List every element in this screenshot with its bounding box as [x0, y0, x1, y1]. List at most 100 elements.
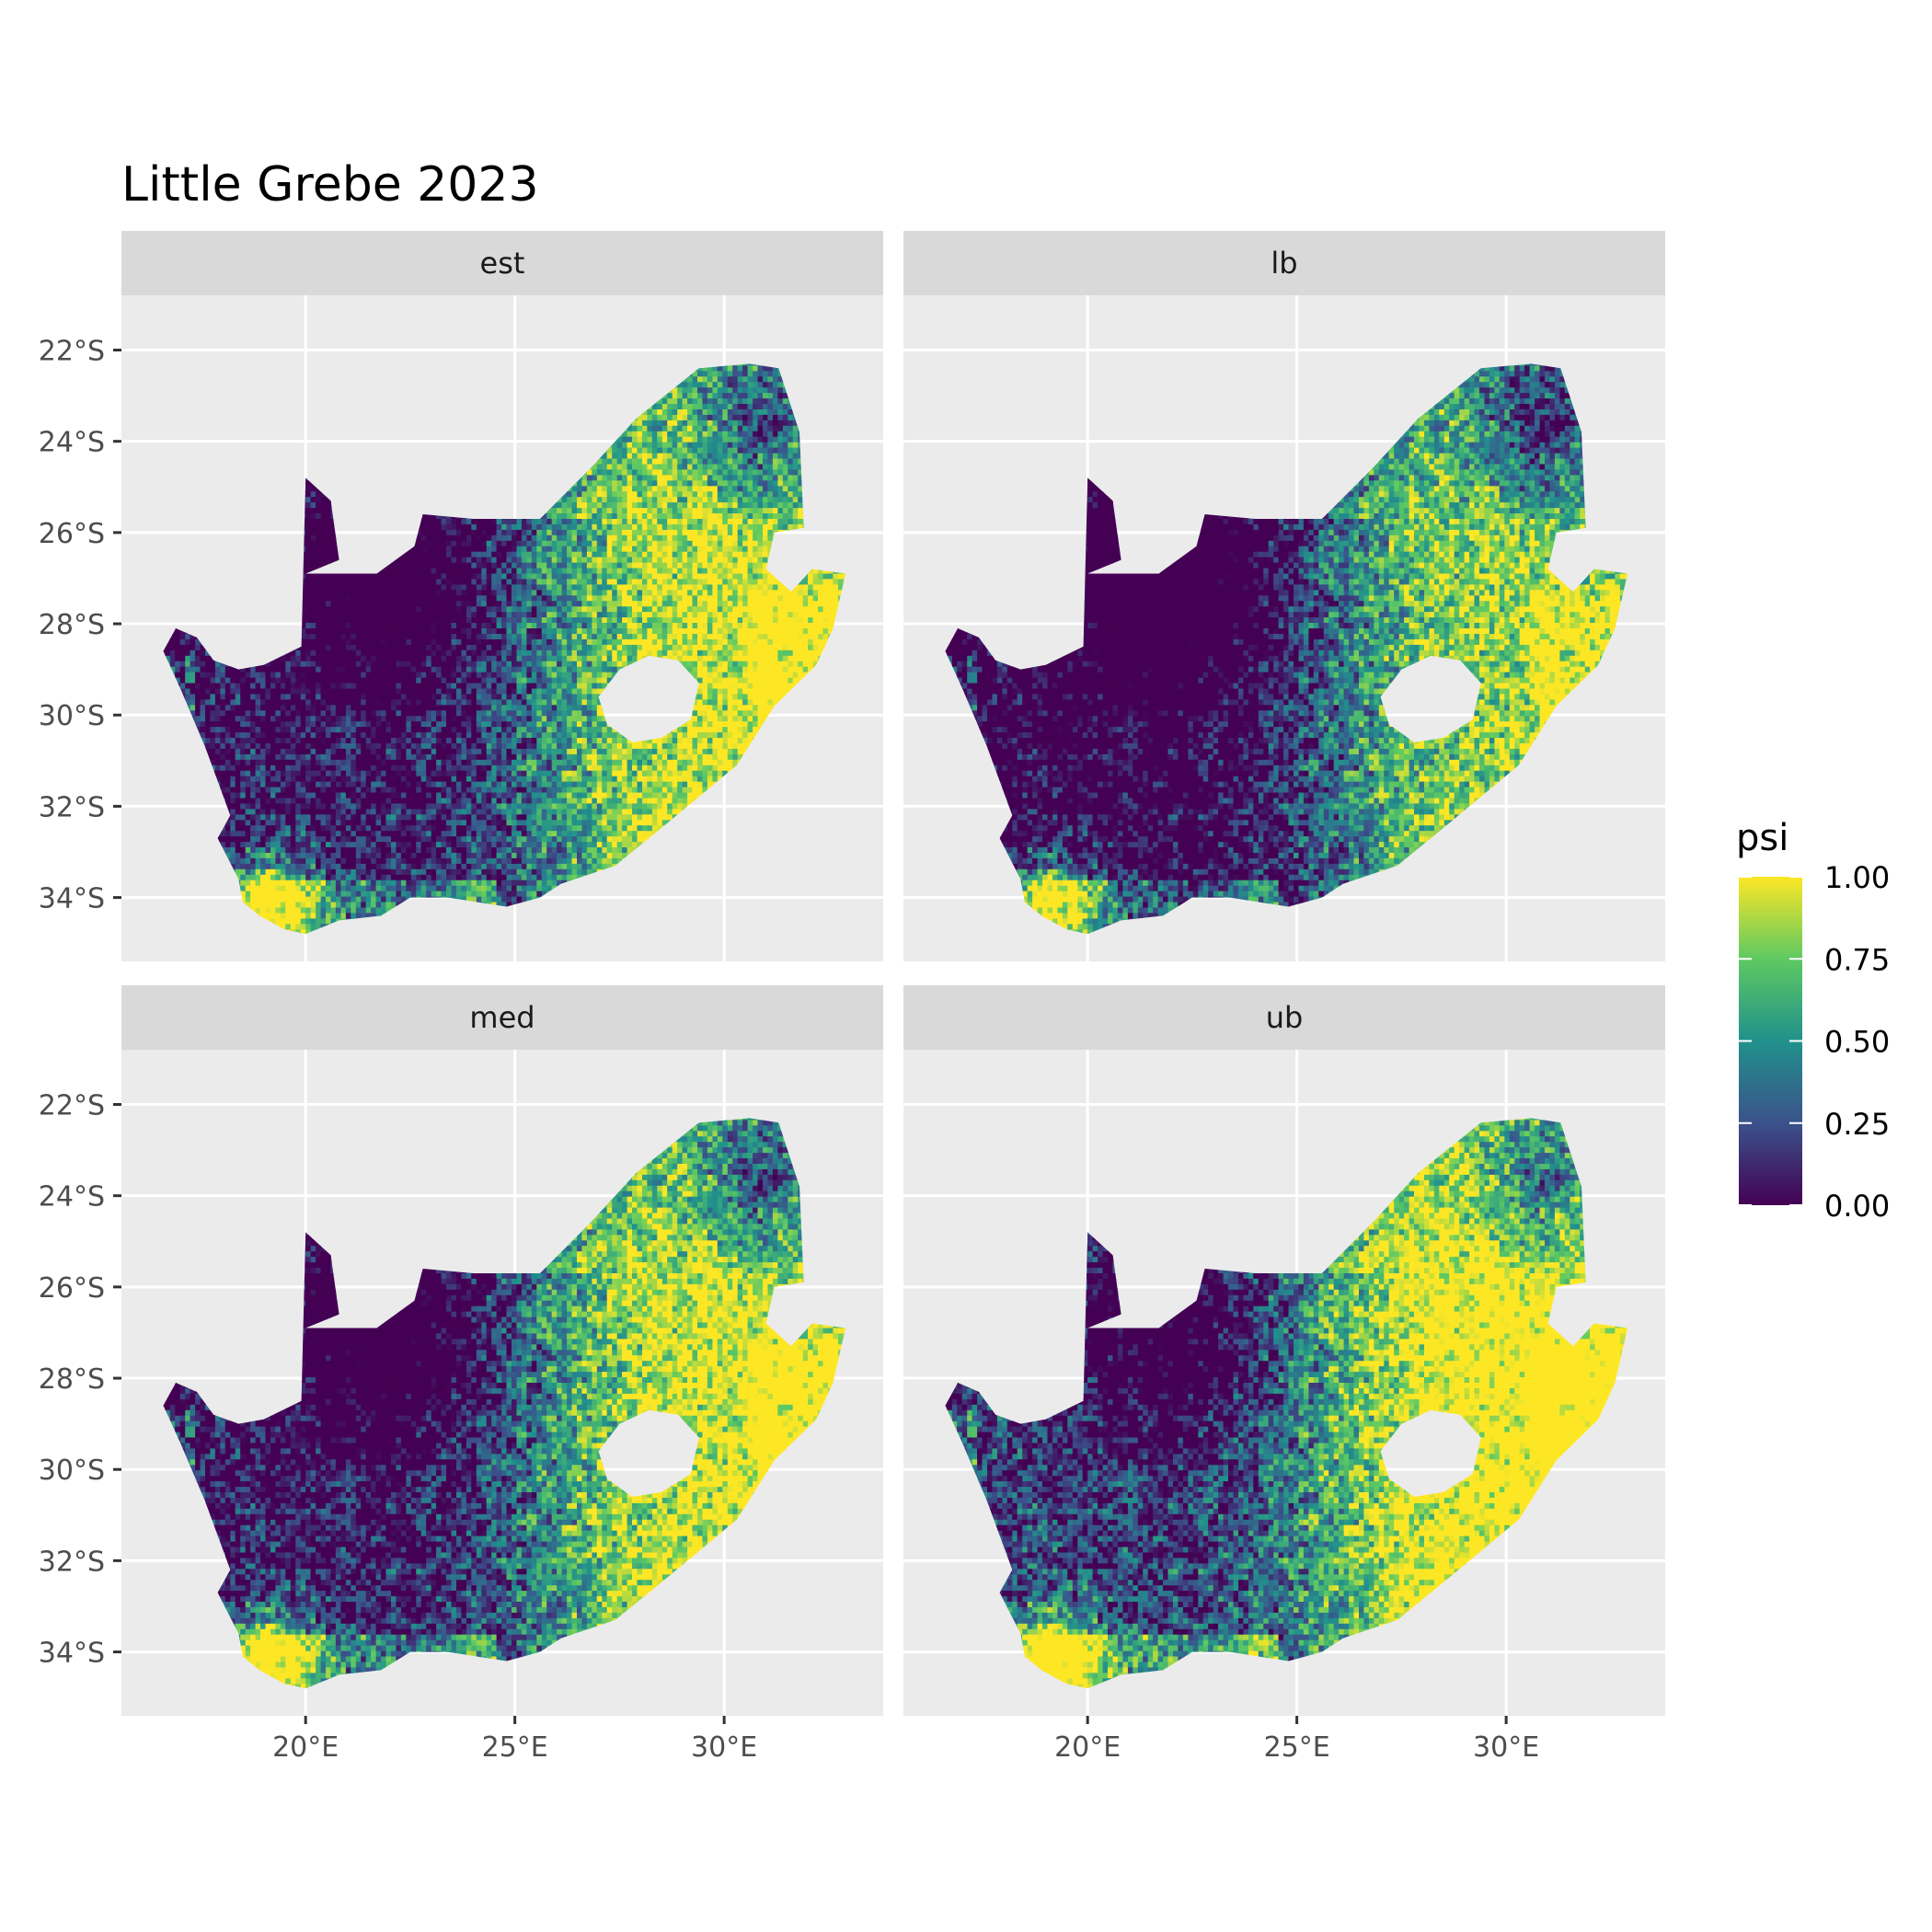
raster-cell [381, 869, 386, 876]
raster-cell [266, 897, 271, 903]
raster-cell [250, 776, 256, 783]
raster-cell [361, 716, 366, 722]
raster-cell [250, 771, 256, 777]
raster-cell [356, 814, 362, 821]
raster-cell [185, 678, 190, 684]
raster-cell [326, 623, 331, 629]
raster-cell [295, 667, 301, 673]
raster-cell [270, 903, 276, 909]
raster-cell [301, 732, 306, 739]
raster-cell [351, 590, 356, 596]
raster-cell [340, 673, 346, 679]
raster-cell [295, 908, 301, 914]
raster-cell [366, 727, 372, 733]
raster-cell [356, 738, 362, 744]
raster-cell [305, 847, 311, 854]
raster-cell [305, 612, 311, 618]
raster-cell [285, 738, 291, 744]
raster-cell [285, 788, 291, 794]
raster-cell [331, 595, 337, 602]
raster-cell [351, 612, 356, 618]
raster-cell [291, 667, 296, 673]
raster-cell [376, 574, 382, 581]
raster-cell [326, 727, 331, 733]
raster-cell [351, 782, 356, 788]
raster-cell [205, 667, 211, 673]
raster-cell [326, 875, 331, 881]
raster-cell [246, 699, 251, 706]
raster-cell [311, 645, 316, 651]
raster-cell [356, 623, 362, 629]
raster-cell [311, 732, 316, 739]
raster-cell [266, 765, 271, 772]
raster-cell [376, 684, 382, 690]
raster-cell [311, 519, 316, 525]
raster-cell [275, 825, 281, 832]
raster-cell [291, 799, 296, 805]
raster-cell [236, 793, 241, 799]
raster-cell [180, 639, 186, 646]
raster-cell [170, 639, 176, 646]
raster-cell [240, 799, 246, 805]
raster-cell [205, 673, 211, 679]
raster-cell [340, 793, 346, 799]
raster-cell [225, 793, 231, 799]
raster-cell [250, 903, 256, 909]
raster-cell [321, 886, 327, 892]
raster-cell [351, 897, 356, 903]
raster-cell [270, 721, 276, 728]
raster-cell [305, 601, 311, 607]
raster-cell [311, 771, 316, 777]
raster-cell [311, 765, 316, 772]
raster-cell [321, 645, 327, 651]
raster-cell [351, 853, 356, 859]
raster-cell [366, 803, 372, 810]
raster-cell [260, 776, 266, 783]
raster-cell [281, 858, 286, 865]
raster-cell [285, 924, 291, 930]
raster-cell [256, 765, 261, 772]
raster-cell [305, 738, 311, 744]
raster-cell [266, 738, 271, 744]
raster-cell [356, 903, 362, 909]
raster-cell [260, 799, 266, 805]
raster-cell [246, 765, 251, 772]
raster-cell [326, 908, 331, 914]
raster-cell [305, 673, 311, 679]
raster-cell [346, 732, 351, 739]
raster-cell [236, 771, 241, 777]
raster-cell [256, 891, 261, 898]
raster-cell [376, 842, 382, 848]
raster-cell [311, 864, 316, 870]
raster-cell [351, 809, 356, 815]
raster-cell [266, 694, 271, 700]
raster-cell [270, 842, 276, 848]
raster-cell [210, 684, 215, 690]
raster-cell [321, 530, 327, 536]
raster-cell [371, 880, 376, 887]
raster-cell [346, 634, 351, 640]
raster-cell [321, 684, 327, 690]
raster-cell [260, 684, 266, 690]
raster-cell [285, 765, 291, 772]
raster-cell [256, 853, 261, 859]
raster-cell [351, 842, 356, 848]
raster-cell [366, 617, 372, 624]
raster-cell [361, 727, 366, 733]
raster-cell [311, 513, 316, 520]
raster-cell [190, 667, 196, 673]
raster-cell [305, 908, 311, 914]
raster-cell [336, 776, 341, 783]
raster-cell [270, 809, 276, 815]
raster-cell [366, 760, 372, 766]
raster-cell [361, 705, 366, 711]
raster-cell [381, 601, 386, 607]
raster-cell [346, 782, 351, 788]
raster-cell [281, 732, 286, 739]
raster-cell [190, 650, 196, 657]
raster-cell [356, 595, 362, 602]
raster-cell [356, 617, 362, 624]
facet-panels: est22°S24°S26°S28°S30°S32°S34°Slbmed22°S… [39, 231, 1665, 1764]
raster-cell [361, 628, 366, 635]
raster-cell [275, 831, 281, 837]
